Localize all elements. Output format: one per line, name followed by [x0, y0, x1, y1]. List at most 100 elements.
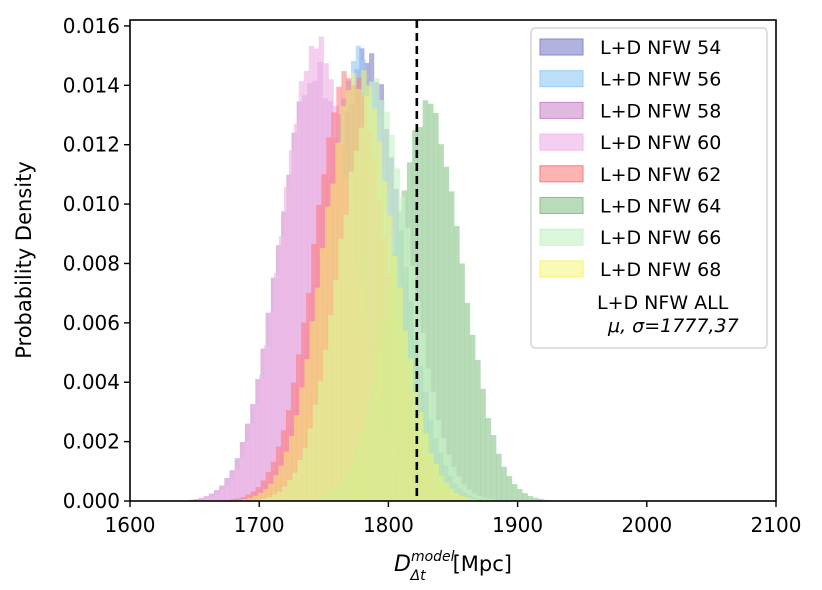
histogram-bar [199, 499, 205, 501]
histogram-bar [522, 493, 528, 501]
histogram-bar [423, 433, 429, 501]
histogram-bar [303, 71, 310, 501]
histogram-bar [435, 420, 441, 501]
histogram-bar [219, 489, 225, 501]
histogram-bar [294, 415, 300, 501]
histogram-bar [283, 451, 290, 501]
histogram-bar [381, 180, 388, 501]
histogram-bar [448, 191, 455, 501]
legend-label: L+D NFW 64 [600, 196, 721, 218]
histogram-bar [445, 454, 452, 501]
legend-swatch [539, 165, 584, 183]
histogram-bar [456, 476, 462, 501]
histogram-bar [224, 485, 230, 501]
histogram-bar [288, 436, 295, 501]
histogram-bar [247, 497, 254, 501]
histogram-bar [422, 100, 429, 501]
histogram-bar [466, 489, 472, 501]
x-axis-label: Dmodel Δt [Mpc] [394, 549, 512, 584]
x-axis-label-sup: model [411, 549, 455, 565]
histogram-bar [480, 388, 486, 501]
histogram-bar [443, 166, 450, 502]
x-axis-label-main: D [394, 552, 411, 577]
histogram-bar [304, 359, 310, 501]
histogram-bar [278, 465, 285, 501]
histogram-bar [249, 423, 255, 501]
histogram-bar [263, 488, 269, 501]
histogram-bar [459, 495, 465, 501]
y-tick-label: 0.016 [63, 14, 120, 38]
histogram-bar [361, 70, 367, 501]
histogram-bar [438, 475, 445, 501]
histogram-bar [325, 206, 331, 501]
histogram-bar [309, 321, 316, 501]
histogram-bar [511, 484, 518, 501]
histogram-bar [257, 492, 264, 501]
histogram-bar [259, 375, 265, 501]
legend-stats: μ, σ=1777,37 [607, 315, 739, 337]
x-tick-label: 1800 [363, 513, 414, 537]
histogram-bar [288, 150, 295, 501]
histogram-bar [433, 463, 440, 501]
histogram-bar [387, 215, 393, 501]
histogram-bar [340, 106, 347, 502]
histogram-bar [204, 498, 210, 501]
x-tick-label: 1700 [234, 513, 285, 537]
histogram-bar [481, 497, 488, 501]
histogram-bar [278, 236, 285, 501]
histogram-bar [490, 435, 497, 501]
legend-swatch [539, 101, 584, 119]
histogram-bar [476, 496, 482, 501]
histogram-bar [469, 498, 476, 501]
x-tick-label: 1900 [492, 513, 543, 537]
histogram-bar [330, 183, 336, 501]
histogram-bar [402, 330, 409, 501]
histogram-bar [299, 387, 305, 501]
histogram-bar [298, 81, 305, 502]
y-axis-ticks: 0.000 0.002 0.004 0.006 0.008 0.010 0.012 0.014… [63, 14, 130, 513]
y-tick-label: 0.010 [63, 192, 120, 216]
histogram-bar [450, 466, 457, 501]
y-tick-label: 0.008 [63, 251, 120, 275]
histogram-bar [454, 493, 460, 501]
histogram-bar [459, 263, 465, 501]
legend-label: L+D NFW 58 [600, 100, 721, 122]
histogram-bar [269, 312, 275, 501]
y-tick-label: 0.000 [63, 489, 120, 513]
histogram-bar [506, 475, 513, 501]
histogram-bar [464, 497, 471, 501]
histogram-bar [469, 334, 476, 501]
histogram-bar [438, 144, 444, 501]
histogram-bar [496, 453, 502, 501]
histogram-bar [264, 345, 270, 501]
histogram-bar [376, 141, 383, 501]
histogram-bar [273, 272, 280, 501]
histogram-bar [273, 475, 279, 501]
histogram-bar [275, 446, 282, 501]
y-tick-label: 0.012 [63, 133, 120, 157]
histogram-bar [392, 255, 398, 501]
x-axis-ticks: 1600 1700 1800 1900 2000 2100 [105, 501, 802, 537]
x-axis-label-unit: [Mpc] [453, 552, 512, 576]
y-tick-label: 0.002 [63, 430, 120, 454]
y-tick-label: 0.006 [63, 311, 120, 335]
x-tick-label: 2000 [621, 513, 672, 537]
y-tick-label: 0.004 [63, 370, 120, 394]
histogram-bar [335, 142, 341, 501]
x-tick-label: 2100 [751, 513, 802, 537]
histogram-bar [356, 89, 362, 501]
legend-label: L+D NFW 66 [600, 227, 721, 249]
histogram-bar [486, 498, 493, 501]
histogram-bar [538, 498, 544, 501]
histogram-bar [471, 493, 477, 501]
series-l-d-nfw-68 [226, 70, 486, 502]
histogram-bar [430, 391, 436, 501]
histogram-bar [239, 457, 245, 501]
histogram-bar [371, 108, 378, 501]
histogram-bar [464, 302, 471, 501]
legend-swatch [539, 228, 584, 246]
histogram-bar [293, 123, 300, 502]
legend-swatch [539, 70, 584, 88]
histogram-bar [532, 497, 539, 501]
